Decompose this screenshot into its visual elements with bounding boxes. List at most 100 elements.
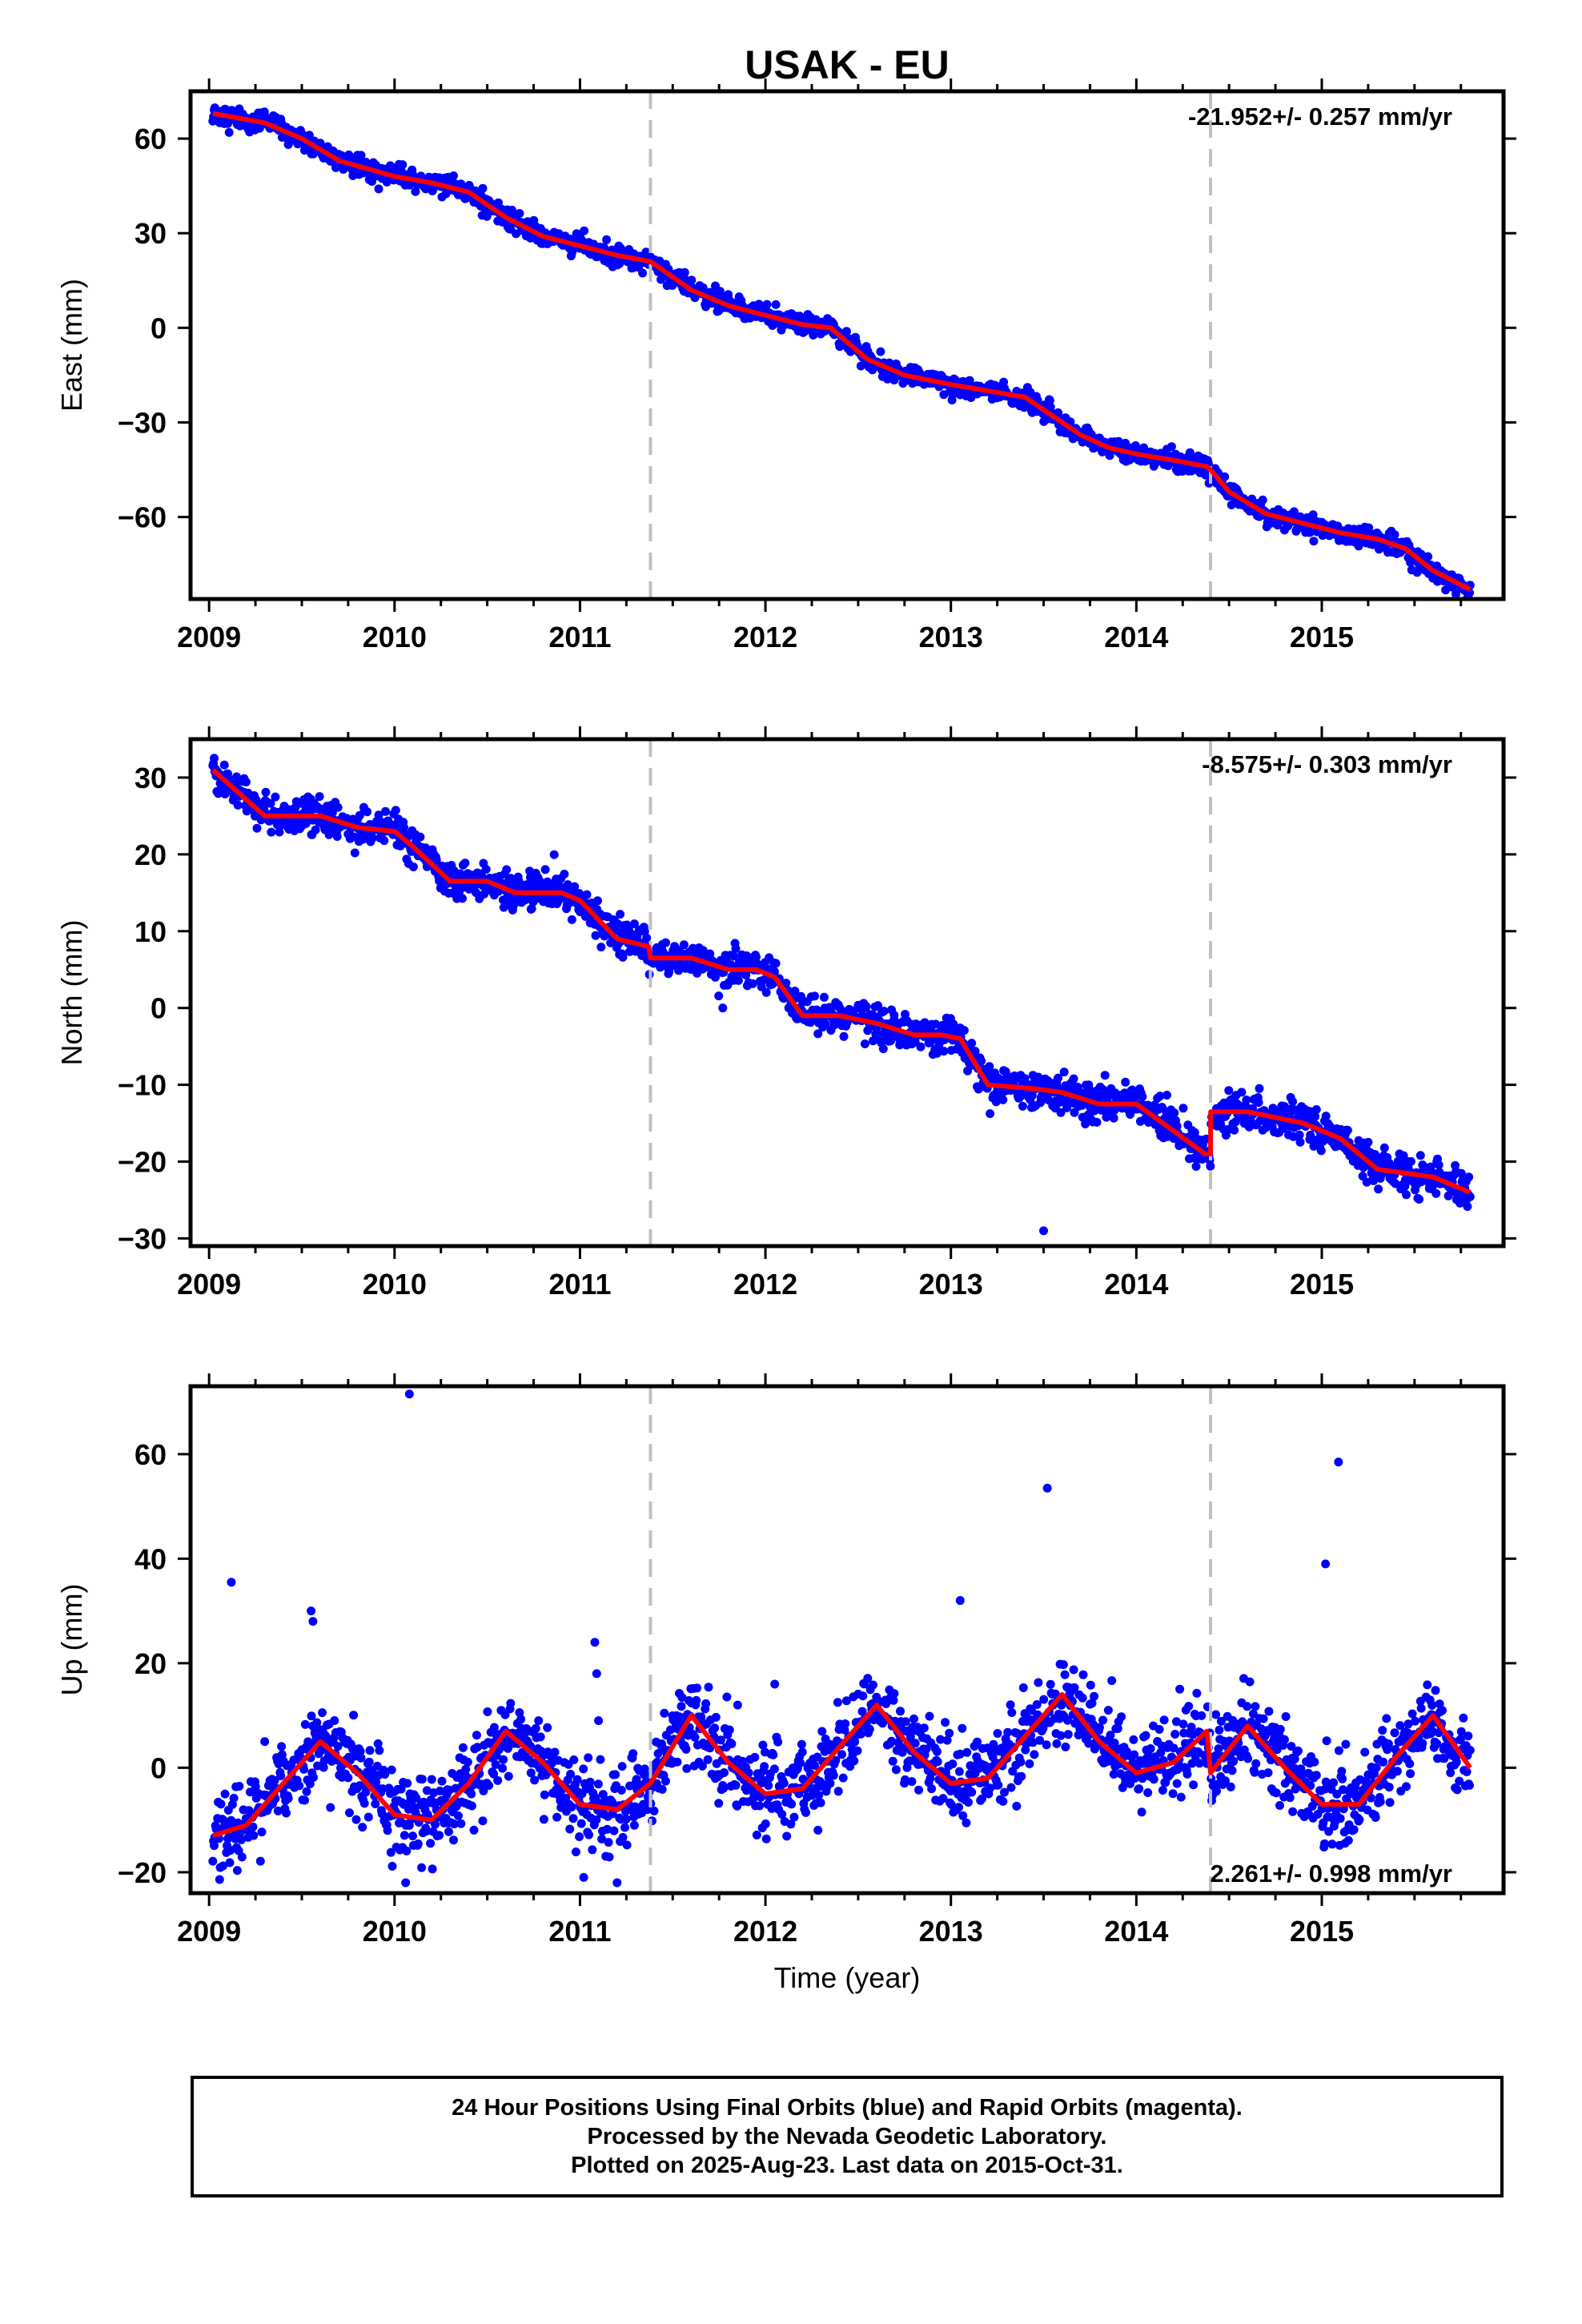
data-point [593,896,602,906]
data-point [861,1002,871,1011]
data-point [711,1712,721,1722]
data-point [576,1819,586,1828]
data-point [1237,1088,1247,1097]
data-point [295,1781,304,1791]
data-point [682,1763,692,1773]
data-point [398,160,408,170]
data-point [879,1007,889,1016]
data-point [769,1750,778,1759]
plot-frame [188,737,1506,1248]
data-point [469,1825,479,1835]
data-point [1416,549,1426,559]
data-point [371,1777,381,1787]
data-point [604,1852,614,1862]
data-point [318,1708,327,1718]
y-tick-label: 20 [135,838,167,871]
data-point [246,1787,255,1797]
data-point [714,1799,724,1808]
data-point [1255,1084,1264,1093]
data-point [458,894,467,903]
data-point [1155,1092,1165,1101]
data-point [377,1809,387,1819]
data-point [1402,1190,1411,1200]
data-point [997,1743,1006,1753]
x-tick-label: 2013 [919,621,983,653]
data-point [942,1735,952,1745]
data-point [588,1845,597,1855]
data-point [876,347,885,356]
data-point [1035,1735,1045,1745]
data-point [901,1010,909,1019]
data-point [1295,1130,1304,1140]
data-point [964,1798,973,1807]
data-point [299,1764,309,1774]
data-point [967,1039,977,1048]
data-point [977,1056,986,1066]
data-point [257,1827,267,1837]
data-point [1028,1738,1038,1747]
data-point [704,1683,713,1692]
data-point [427,1775,436,1784]
data-point [1000,1787,1009,1797]
data-point [502,865,512,875]
data-point [311,825,320,834]
data-point [621,1815,631,1824]
data-point [361,1787,371,1797]
x-tick-label: 2009 [177,621,241,653]
data-point [396,1784,406,1794]
data-point [888,1756,897,1766]
data-point [677,1693,687,1703]
data-point [422,1827,431,1836]
x-tick-label: 2012 [733,1268,797,1301]
data-point [873,1001,882,1011]
data-point [1220,472,1230,481]
x-tick-label: 2014 [1104,1268,1168,1301]
data-point [773,1737,783,1747]
data-point [1185,448,1195,457]
data-point [560,870,569,879]
data-point [1374,1184,1383,1194]
y-tick-label: 60 [135,123,167,155]
data-point [449,1819,459,1829]
data-point [632,1775,641,1784]
data-point [716,1735,725,1745]
data-point [333,802,343,812]
data-point [837,1750,846,1759]
data-point [927,1784,937,1794]
data-point [506,1699,516,1708]
data-point [416,832,425,842]
data-point [889,1689,899,1699]
data-point [540,1790,549,1799]
data-point [330,1716,339,1725]
data-point [411,187,420,196]
data-point [458,1743,468,1752]
data-point [955,1749,965,1759]
data-point [891,1765,901,1775]
panels: 2009 2010 2011 2012 2013 2014 201560300−30−60E… [55,78,1516,1948]
data-point [332,832,342,841]
data-point [251,1782,260,1791]
data-point [939,1047,949,1056]
data-point [1059,1068,1069,1077]
data-point [472,1731,481,1740]
data-point [841,1696,851,1706]
data-point [787,1799,797,1809]
data-point [1242,1096,1251,1104]
data-point [857,1707,867,1716]
panel-north: 2009 2010 2011 2012 2013 2014 20153020100−10−2… [55,726,1516,1301]
data-point [761,987,771,997]
data-point [925,1711,934,1721]
data-point [515,1708,524,1717]
data-point [540,865,550,875]
data-point [379,836,389,846]
data-point [387,1861,397,1871]
data-point [609,1826,619,1835]
data-point [1191,1162,1201,1171]
data-point [580,226,589,235]
data-point [1060,1670,1070,1679]
data-point [748,979,757,988]
data-point [1007,1708,1017,1717]
data-point [436,1786,444,1795]
data-point [1025,1759,1034,1768]
data-point [833,1787,843,1796]
